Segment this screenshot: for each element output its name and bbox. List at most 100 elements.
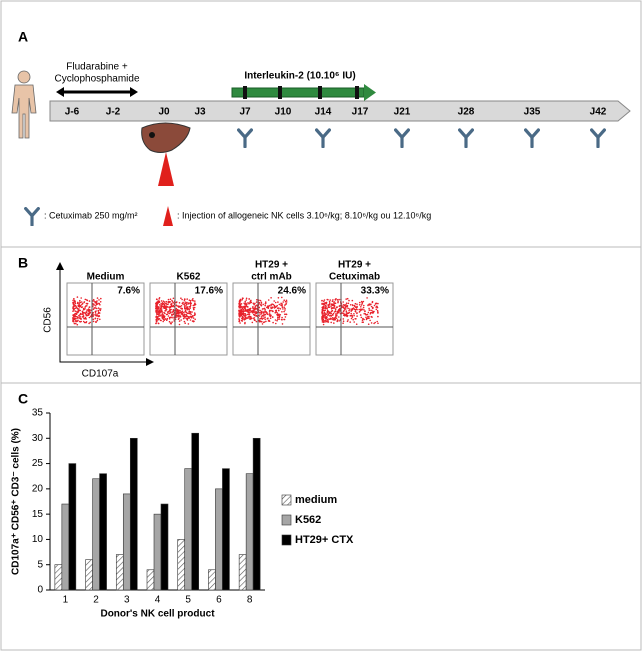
- flow-dot: [342, 301, 345, 303]
- flow-dot: [262, 315, 265, 317]
- flow-dot: [164, 318, 166, 320]
- flow-dot: [363, 312, 366, 315]
- human-icon: [11, 70, 37, 139]
- flow-dot: [189, 299, 192, 302]
- flow-dot: [247, 302, 249, 304]
- flow-dot: [356, 312, 358, 315]
- flow-dot: [336, 306, 339, 308]
- legend-label: K562: [295, 514, 321, 526]
- flow-dot: [78, 320, 81, 323]
- flow-dot: [162, 313, 164, 316]
- flow-dot: [350, 312, 353, 315]
- flow-dot: [176, 310, 179, 313]
- legend-cetuximab: : Cetuximab 250 mg/m²: [44, 210, 138, 220]
- y-tick-label: 0: [37, 585, 43, 596]
- flow-dot: [176, 305, 178, 307]
- flow-dot: [181, 308, 183, 310]
- flow-dot: [244, 303, 246, 306]
- flow-dot: [359, 314, 362, 316]
- flow-dot: [324, 312, 326, 315]
- flow-dot: [285, 301, 288, 303]
- y-tick-label: 35: [32, 408, 44, 419]
- flow-dot: [161, 303, 164, 306]
- flow-dot: [157, 301, 159, 303]
- flow-dot: [348, 311, 351, 314]
- flow-dot: [171, 314, 173, 317]
- flow-dot: [158, 306, 160, 308]
- flow-dot: [260, 304, 263, 306]
- flow-dot: [284, 313, 286, 316]
- flow-dot: [98, 315, 101, 317]
- days: J-6 J-2 J0 J3 J7 J10 J14 J17 J21 J28 J35 J42: [65, 107, 607, 148]
- flow-dot: [167, 303, 169, 306]
- flow-dot: [350, 314, 352, 317]
- flow-dot: [259, 313, 261, 315]
- flow-dot: [270, 297, 272, 299]
- chemo-label: Fludarabine +: [66, 62, 128, 73]
- flow-dot: [172, 309, 175, 312]
- flow-dot: [190, 313, 192, 316]
- flow-title: HT29 +: [338, 260, 371, 271]
- flow-dot: [363, 304, 365, 307]
- flow-dot: [157, 313, 160, 316]
- bar: [177, 539, 186, 591]
- flow-dot: [324, 307, 326, 310]
- flow-dot: [255, 314, 258, 317]
- flow-dot: [190, 316, 193, 319]
- flow-dot: [345, 311, 348, 313]
- flow-dot: [156, 302, 159, 305]
- flow-dot: [362, 321, 365, 324]
- flow-dot: [333, 302, 336, 305]
- flow-dot: [72, 314, 74, 317]
- flow-dot: [169, 316, 172, 319]
- flow-dot: [260, 313, 263, 315]
- x-tick-label: 8: [247, 595, 253, 606]
- flow-dot: [72, 310, 74, 313]
- flow-dot: [88, 316, 91, 319]
- panel-label: A: [18, 29, 28, 45]
- flow-dot: [344, 308, 347, 310]
- flow-dot: [265, 302, 267, 304]
- flow-dot: [252, 307, 254, 310]
- flow-dot: [264, 318, 267, 321]
- bar: [238, 554, 247, 591]
- bar: [252, 437, 261, 591]
- flow-dot: [83, 317, 86, 320]
- flow-dot: [246, 313, 249, 316]
- flow-dot: [367, 323, 370, 326]
- flow-dot: [335, 308, 337, 310]
- flow-dot: [325, 305, 327, 308]
- flow-dot: [274, 319, 277, 321]
- flow-dot: [192, 304, 195, 307]
- flow-dot: [238, 318, 240, 320]
- bar: [115, 554, 124, 591]
- flow-dot: [281, 306, 284, 309]
- flow-dot: [280, 302, 282, 305]
- flow-dot: [251, 321, 254, 324]
- flow-dot: [181, 310, 184, 313]
- flow-dot: [353, 321, 356, 323]
- flow-dot: [323, 300, 325, 303]
- flow-dot: [364, 310, 366, 312]
- day-label: J35: [524, 107, 541, 118]
- flow-dot: [89, 321, 91, 324]
- flow-dot: [278, 316, 281, 319]
- flow-dot: [360, 304, 363, 306]
- flow-dot: [80, 320, 82, 323]
- flow-dot: [252, 310, 255, 313]
- flow-dot: [184, 298, 186, 301]
- flow-dot: [96, 313, 98, 316]
- flow-dot: [268, 304, 271, 307]
- flow-dot: [268, 320, 271, 323]
- flow-dot: [362, 306, 365, 309]
- flow-dot: [333, 311, 336, 313]
- flow-dot: [365, 316, 367, 319]
- flow-dot: [327, 321, 329, 323]
- flow-dot: [88, 322, 90, 325]
- flow-dot: [160, 309, 163, 311]
- flow-dot: [264, 304, 267, 307]
- flow-percent: 17.6%: [195, 286, 223, 297]
- flow-dot: [164, 312, 166, 315]
- flow-dot: [335, 317, 338, 320]
- flow-dot: [243, 302, 245, 305]
